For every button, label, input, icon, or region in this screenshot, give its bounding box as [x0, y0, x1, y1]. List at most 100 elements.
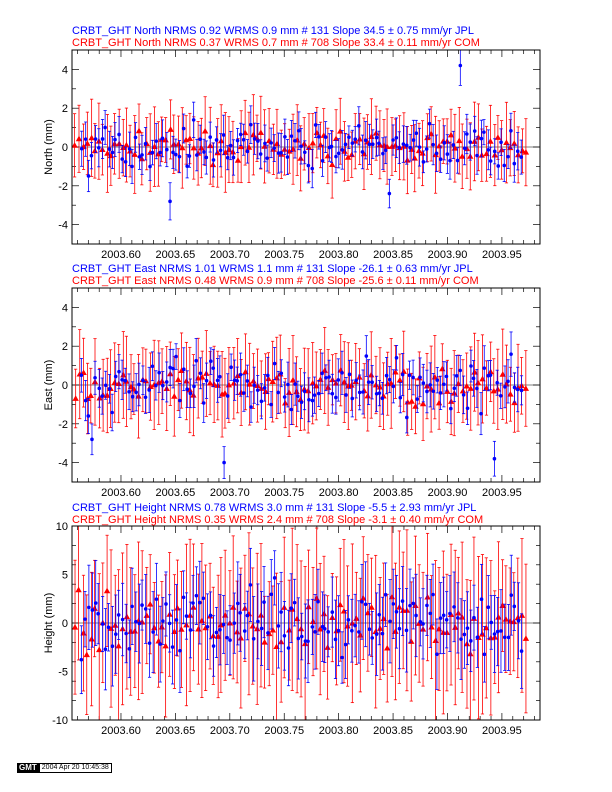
- east-y-axis-label: East (mm): [43, 360, 55, 411]
- data-point: [181, 367, 186, 372]
- data-point: [367, 627, 372, 632]
- data-point: [360, 150, 365, 154]
- data-point: [515, 149, 520, 154]
- east-x-axis: 2003.60 2003.65 2003.70 2003.75 2003.80 2003.…: [77, 288, 535, 499]
- east-series-jpl: [79, 331, 524, 479]
- data-point: [296, 636, 301, 641]
- data-point: [148, 164, 152, 169]
- data-point: [435, 399, 443, 406]
- data-point: [235, 378, 239, 383]
- height-series-jpl: [79, 547, 524, 695]
- data-point: [293, 388, 300, 395]
- data-point: [441, 613, 446, 618]
- data-point: [452, 605, 456, 609]
- data-point: [127, 647, 132, 651]
- data-point: [158, 377, 166, 384]
- data-point: [394, 609, 399, 614]
- data-point: [512, 385, 517, 390]
- data-point: [456, 616, 460, 620]
- data-point: [154, 383, 158, 388]
- data-point: [309, 618, 317, 624]
- data-point: [183, 377, 190, 384]
- data-point: [251, 636, 256, 641]
- data-point: [332, 135, 340, 142]
- x-tick-label: 2003.85: [373, 725, 413, 737]
- data-point: [245, 379, 250, 383]
- y-tick-label: 0: [62, 618, 68, 630]
- data-point: [179, 144, 186, 151]
- data-point: [392, 628, 399, 634]
- data-point: [110, 410, 114, 415]
- data-point: [377, 391, 382, 395]
- data-point: [465, 406, 470, 411]
- x-tick-label: 2003.65: [156, 249, 196, 261]
- data-point: [435, 652, 439, 656]
- x-tick-label: 2003.65: [156, 725, 196, 737]
- data-point: [442, 382, 446, 387]
- data-point: [492, 632, 497, 636]
- data-point: [202, 150, 206, 154]
- data-point: [317, 376, 324, 382]
- data-point: [471, 368, 478, 375]
- data-point: [150, 364, 155, 369]
- data-point: [186, 386, 194, 393]
- data-point: [238, 611, 242, 615]
- data-point: [162, 136, 169, 143]
- data-point: [110, 150, 115, 155]
- data-point: [392, 142, 399, 148]
- x-tick-label: 2003.80: [319, 725, 359, 737]
- data-point: [237, 634, 245, 641]
- east-header-jpl: CRBT_GHT East NRMS 1.01 WRMS 1.1 mm # 13…: [72, 263, 473, 275]
- data-point: [400, 599, 405, 603]
- data-point: [83, 651, 90, 658]
- data-point: [230, 380, 238, 386]
- data-point: [265, 375, 272, 382]
- data-point: [509, 352, 513, 356]
- data-point: [237, 143, 245, 150]
- data-point: [208, 613, 213, 618]
- data-point: [114, 632, 118, 636]
- data-point: [97, 386, 102, 391]
- data-point: [135, 393, 142, 399]
- data-point: [434, 151, 439, 156]
- data-point: [428, 383, 432, 387]
- x-tick-label: 2003.75: [264, 725, 304, 737]
- data-point: [397, 145, 402, 150]
- data-point: [424, 134, 431, 141]
- data-point: [479, 597, 484, 602]
- north-panel: 2003.60 2003.65 2003.70 2003.75 2003.80 2003.…: [43, 49, 541, 261]
- data-point: [396, 376, 404, 383]
- data-point: [364, 354, 369, 358]
- data-point: [482, 366, 487, 370]
- data-point: [414, 131, 419, 136]
- data-point: [115, 642, 122, 649]
- data-point: [320, 159, 325, 163]
- x-tick-label: 2003.80: [319, 487, 359, 499]
- data-point: [419, 149, 426, 156]
- data-point: [320, 371, 324, 376]
- data-point: [252, 136, 257, 141]
- data-point: [265, 156, 269, 160]
- data-point: [161, 619, 165, 623]
- data-point: [186, 135, 194, 141]
- data-point: [259, 399, 264, 404]
- data-point: [96, 611, 100, 616]
- data-point: [88, 134, 95, 141]
- data-point: [512, 161, 517, 166]
- data-point: [170, 645, 175, 649]
- north-y-axis-label: North (mm): [43, 119, 55, 175]
- data-point: [198, 144, 205, 151]
- data-point: [324, 152, 332, 159]
- data-point: [174, 354, 178, 359]
- data-point: [123, 160, 128, 164]
- data-point: [509, 593, 514, 597]
- east-panel: 2003.60 2003.65 2003.70 2003.75 2003.80 2003.…: [43, 287, 541, 499]
- data-point: [490, 387, 497, 394]
- data-point: [84, 140, 91, 146]
- data-point: [233, 628, 241, 635]
- data-point: [475, 153, 479, 158]
- data-point: [454, 374, 459, 378]
- data-point: [479, 136, 484, 141]
- data-point: [306, 639, 310, 644]
- data-point: [357, 630, 361, 634]
